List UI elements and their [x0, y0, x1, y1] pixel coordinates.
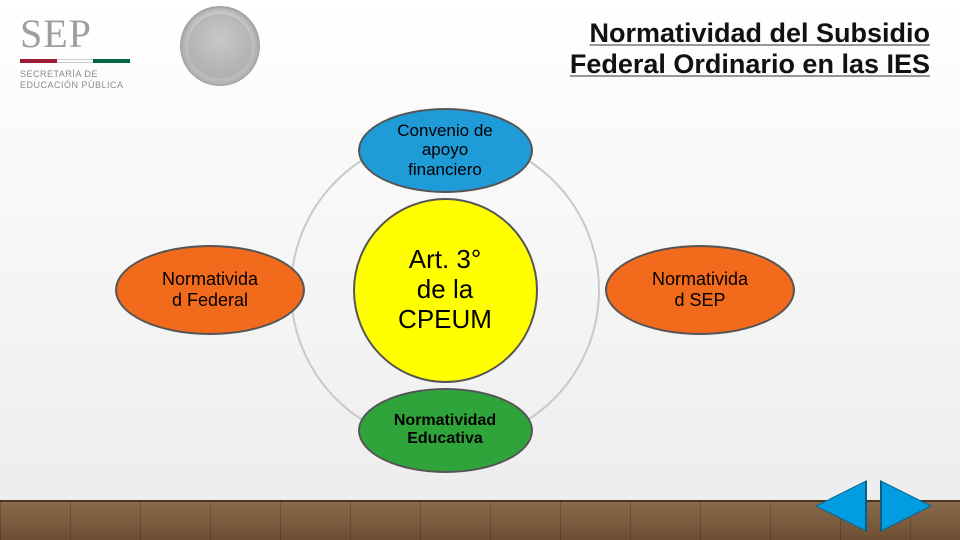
nav-next-button[interactable]	[882, 482, 930, 530]
node-left: Normativida d Federal	[115, 245, 305, 335]
node-bottom-label: Normatividad Educativa	[394, 412, 496, 449]
node-right: Normativida d SEP	[605, 245, 795, 335]
node-center: Art. 3° de la CPEUM	[353, 198, 538, 383]
node-left-label: Normativida d Federal	[162, 269, 258, 310]
diagram-stage: Convenio de apoyo financiero Normativida …	[0, 0, 960, 540]
node-top: Convenio de apoyo financiero	[358, 108, 533, 193]
node-bottom: Normatividad Educativa	[358, 388, 533, 473]
node-center-label: Art. 3° de la CPEUM	[398, 245, 492, 335]
node-top-label: Convenio de apoyo financiero	[397, 121, 492, 180]
nav-prev-button[interactable]	[817, 482, 865, 530]
node-right-label: Normativida d SEP	[652, 269, 748, 310]
